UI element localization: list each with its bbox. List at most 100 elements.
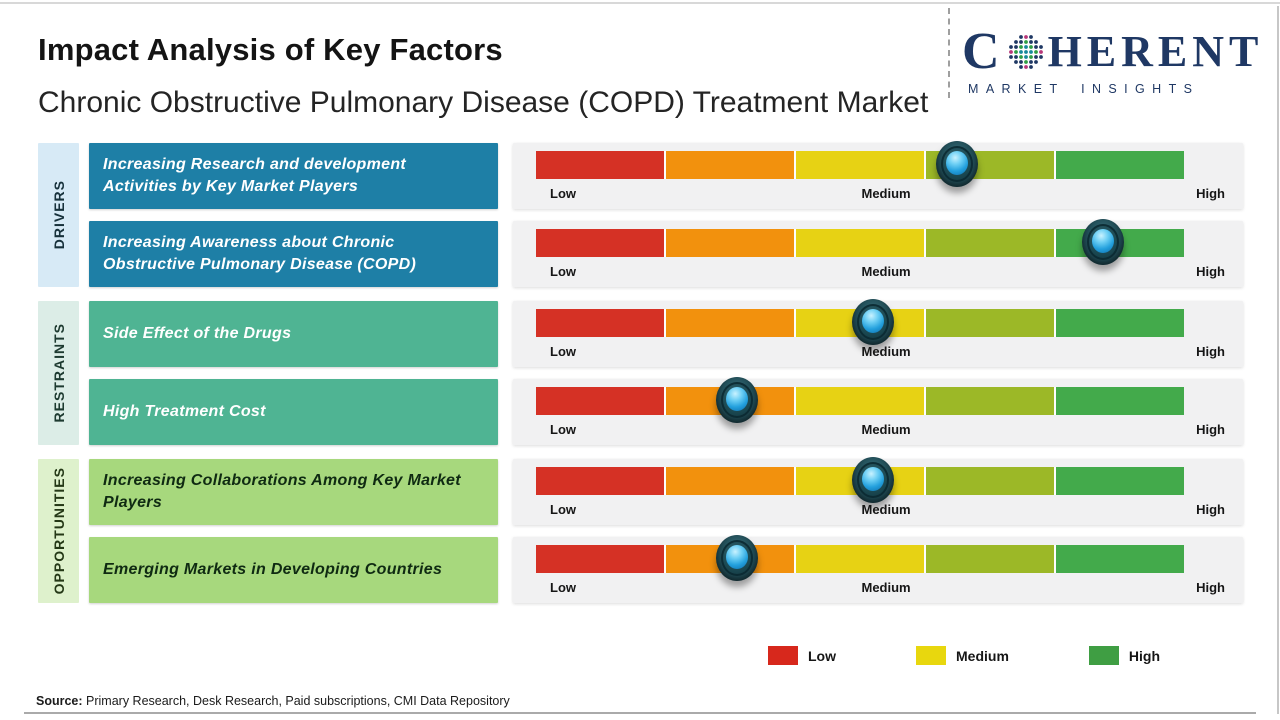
- impact-panel: Low Medium High: [513, 457, 1243, 525]
- group-opportunities: OPPORTUNITIES Increasing Collaborations …: [38, 457, 1243, 603]
- bottom-border-line: [24, 712, 1256, 714]
- logo-letter-c: C: [962, 23, 1005, 80]
- bar-segment: [796, 151, 924, 179]
- page-title: Impact Analysis of Key Factors: [38, 32, 503, 67]
- legend-item-high: High: [1088, 646, 1160, 665]
- bar-segment: [796, 387, 924, 415]
- bar-segment: [1056, 387, 1184, 415]
- factor-label: Increasing Collaborations Among Key Mark…: [103, 472, 461, 511]
- legend-label-medium: Medium: [956, 647, 1009, 664]
- legend-swatch-low: [768, 646, 798, 665]
- scale-labels: Low Medium High: [550, 502, 1225, 517]
- group-tab-drivers: DRIVERS: [38, 143, 79, 287]
- legend-item-medium: Medium: [916, 646, 1009, 665]
- bar-segment: [1056, 545, 1184, 573]
- factor-label: Increasing Awareness about Chronic Obstr…: [103, 234, 417, 273]
- group-restraints: RESTRAINTS Side Effect of the Drugs Low: [38, 299, 1243, 445]
- bar-segment: [926, 467, 1054, 495]
- legend-label-low: Low: [808, 647, 836, 664]
- scale-label-low: Low: [550, 264, 576, 279]
- bar-segment: [666, 467, 794, 495]
- impact-analysis-chart: DRIVERS Increasing Research and developm…: [38, 141, 1243, 617]
- factor-label: Side Effect of the Drugs: [103, 325, 292, 343]
- top-border-line: [0, 2, 1280, 4]
- bar-segment: [926, 309, 1054, 337]
- dashed-divider-line: [948, 8, 950, 98]
- scale-labels: Low Medium High: [550, 344, 1225, 359]
- scale-label-high: High: [1196, 422, 1225, 437]
- impact-bar-track: [536, 151, 1184, 179]
- factor-box: Emerging Markets in Developing Countries: [89, 537, 498, 603]
- bar-segment: [536, 387, 664, 415]
- impact-panel: Low Medium High: [513, 377, 1243, 445]
- bar-segment: [1056, 309, 1184, 337]
- bar-segment: [536, 309, 664, 337]
- bar-segment: [926, 545, 1054, 573]
- bar-segment: [536, 229, 664, 257]
- brand-logo: C HERENT MARKET INSIGHTS: [962, 26, 1263, 97]
- group-rows: Side Effect of the Drugs Low Medium High: [89, 299, 1243, 445]
- bar-segment: [926, 387, 1054, 415]
- group-tab-label: OPPORTUNITIES: [50, 467, 67, 595]
- factor-box: Side Effect of the Drugs: [89, 301, 498, 367]
- impact-panel: Low Medium High: [513, 219, 1243, 287]
- impact-marker-orb: [1082, 219, 1124, 265]
- group-tab-restraints: RESTRAINTS: [38, 301, 79, 445]
- page-subtitle: Chronic Obstructive Pulmonary Disease (C…: [38, 86, 929, 119]
- logo-wordmark: C HERENT: [962, 26, 1263, 78]
- source-note: Source: Primary Research, Desk Research,…: [36, 694, 510, 708]
- legend-swatch-high: [1088, 646, 1119, 665]
- bar-segment: [536, 151, 664, 179]
- impact-bar: [536, 535, 1184, 581]
- source-label: Source:: [36, 694, 83, 708]
- factor-label: Emerging Markets in Developing Countries: [103, 561, 443, 579]
- impact-panel: Low Medium High: [513, 299, 1243, 367]
- scale-label-low: Low: [550, 502, 576, 517]
- factor-row: Increasing Awareness about Chronic Obstr…: [89, 219, 1243, 287]
- source-text: Primary Research, Desk Research, Paid su…: [82, 694, 510, 708]
- scale-label-low: Low: [550, 344, 576, 359]
- scale-label-high: High: [1196, 502, 1225, 517]
- factor-label: Increasing Research and development Acti…: [103, 156, 407, 195]
- impact-bar: [536, 219, 1184, 265]
- impact-marker-orb: [851, 457, 894, 503]
- impact-panel: Low Medium High: [513, 141, 1243, 209]
- logo-letters-herent: HERENT: [1047, 27, 1264, 76]
- scale-labels: Low Medium High: [550, 264, 1225, 279]
- impact-bar: [536, 141, 1184, 187]
- bar-segment: [536, 545, 664, 573]
- scale-label-high: High: [1196, 580, 1225, 595]
- impact-marker-orb: [936, 141, 979, 187]
- scale-label-high: High: [1196, 264, 1225, 279]
- group-drivers: DRIVERS Increasing Research and developm…: [38, 141, 1243, 287]
- factor-box: Increasing Awareness about Chronic Obstr…: [89, 221, 498, 287]
- group-rows: Increasing Collaborations Among Key Mark…: [89, 457, 1243, 603]
- right-border-line: [1277, 6, 1279, 714]
- scale-label-medium: Medium: [861, 344, 911, 359]
- bar-segment: [926, 229, 1054, 257]
- scale-label-medium: Medium: [861, 502, 911, 517]
- impact-bar-track: [536, 229, 1184, 257]
- legend-item-low: Low: [768, 646, 836, 665]
- group-tab-label: DRIVERS: [50, 180, 67, 250]
- legend: Low Medium High: [768, 646, 1160, 665]
- factor-box: High Treatment Cost: [89, 379, 498, 445]
- scale-label-high: High: [1196, 344, 1225, 359]
- impact-bar: [536, 377, 1184, 423]
- globe-dots-icon: [1008, 35, 1043, 69]
- scale-label-low: Low: [550, 186, 576, 201]
- factor-label: High Treatment Cost: [103, 403, 266, 421]
- factor-row: Side Effect of the Drugs Low Medium High: [89, 299, 1243, 367]
- legend-swatch-medium: [916, 646, 946, 665]
- impact-marker-orb: [715, 535, 758, 581]
- scale-label-low: Low: [550, 580, 576, 595]
- group-rows: Increasing Research and development Acti…: [89, 141, 1243, 287]
- scale-label-medium: Medium: [861, 580, 911, 595]
- bar-segment: [1056, 151, 1184, 179]
- scale-label-medium: Medium: [861, 186, 911, 201]
- bar-segment: [796, 545, 924, 573]
- scale-label-medium: Medium: [861, 264, 911, 279]
- bar-segment: [666, 151, 794, 179]
- legend-label-high: High: [1128, 647, 1160, 664]
